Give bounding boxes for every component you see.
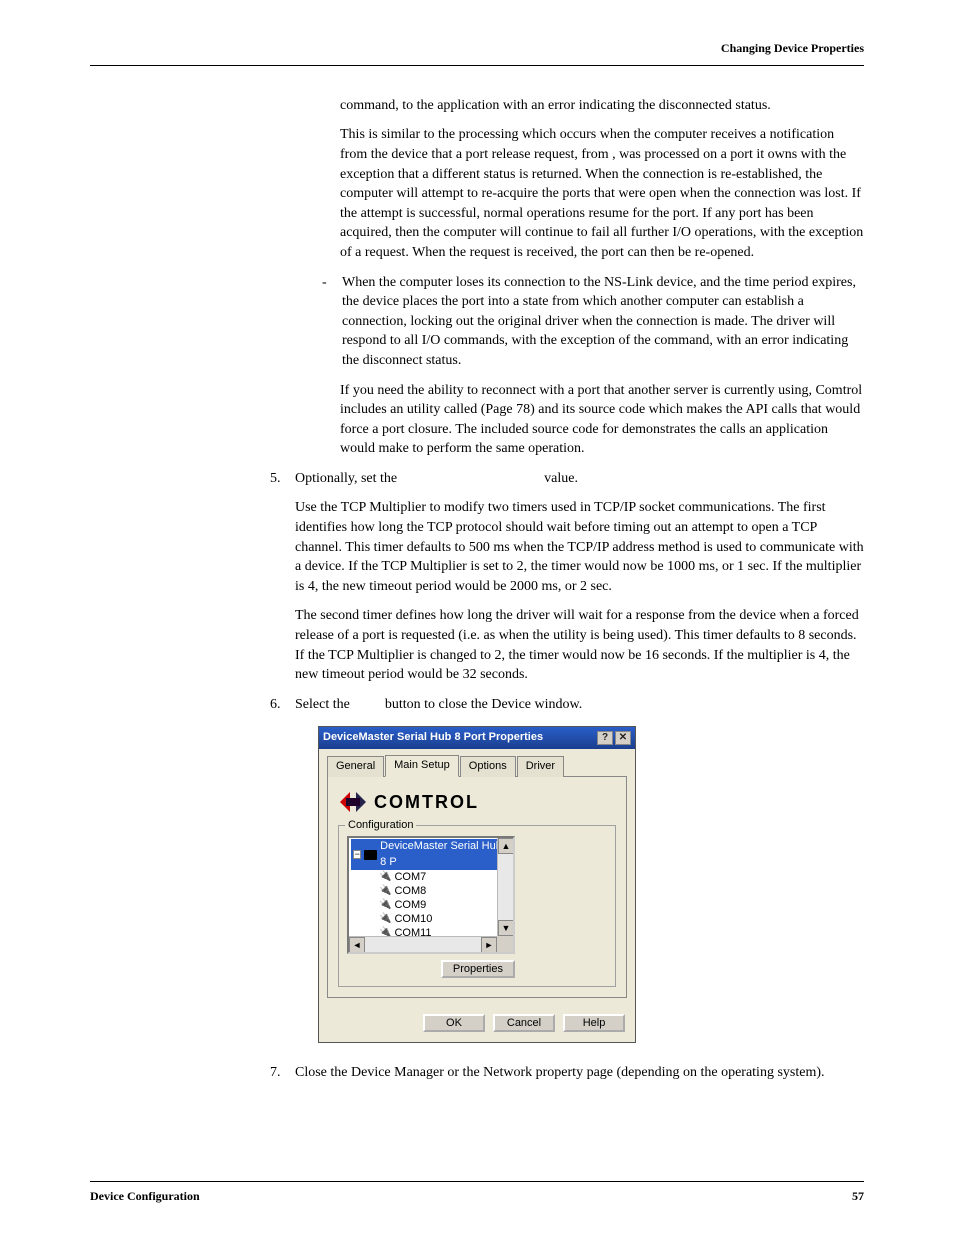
running-header: Changing Device Properties bbox=[90, 40, 864, 57]
tab-driver[interactable]: Driver bbox=[517, 756, 564, 777]
step-text: Select the button to close the Device wi… bbox=[295, 695, 864, 715]
scroll-up-icon[interactable]: ▲ bbox=[498, 838, 514, 854]
step-5: 5. Optionally, set the value. bbox=[270, 469, 864, 489]
collapse-icon[interactable]: − bbox=[353, 850, 361, 859]
dialog-button-row: OK Cancel Help bbox=[319, 1006, 635, 1042]
device-tree[interactable]: − DeviceMaster Serial Hub 8 P 🔌COM7 🔌COM… bbox=[347, 836, 515, 954]
text-frag: request is received, the port can then b… bbox=[470, 245, 755, 260]
port-icon: 🔌 bbox=[379, 912, 391, 926]
text-frag: value. bbox=[544, 471, 578, 486]
scroll-right-icon[interactable]: ► bbox=[481, 937, 497, 953]
step-text: Close the Device Manager or the Network … bbox=[295, 1063, 864, 1083]
tree-root-device[interactable]: − DeviceMaster Serial Hub 8 P bbox=[351, 839, 511, 870]
continuation-block: command, to the application with an erro… bbox=[340, 96, 864, 263]
text-frag: request. When the bbox=[365, 245, 470, 260]
text-frag: Select the bbox=[295, 697, 353, 712]
tab-panel-main: COMTROL Configuration − DeviceMaster Ser… bbox=[327, 776, 627, 998]
configuration-groupbox: Configuration − DeviceMaster Serial Hub … bbox=[338, 825, 616, 987]
tab-general[interactable]: General bbox=[327, 756, 384, 777]
step-number: 6. bbox=[270, 695, 295, 715]
tab-strip: General Main Setup Options Driver bbox=[319, 749, 635, 776]
ok-button[interactable]: OK bbox=[423, 1014, 485, 1032]
page-footer: Device Configuration 57 bbox=[90, 1181, 864, 1205]
cancel-button[interactable]: Cancel bbox=[493, 1014, 555, 1032]
step-number: 7. bbox=[270, 1063, 295, 1083]
device-icon bbox=[364, 850, 377, 860]
port-label: COM7 bbox=[394, 870, 426, 884]
help-button[interactable]: Help bbox=[563, 1014, 625, 1032]
step5-para-1: Use the TCP Multiplier to modify two tim… bbox=[295, 498, 864, 596]
step-7: 7. Close the Device Manager or the Netwo… bbox=[270, 1063, 864, 1083]
scrollbar-corner bbox=[497, 936, 513, 952]
step5-para-2: The second timer defines how long the dr… bbox=[295, 606, 864, 684]
text-frag: Optionally, set the bbox=[295, 471, 401, 486]
text-frag: , was processed on a port it owns with t… bbox=[340, 147, 863, 260]
dialog-title: DeviceMaster Serial Hub 8 Port Propertie… bbox=[323, 730, 543, 745]
bullet-text: When the computer loses its connection t… bbox=[342, 273, 864, 371]
port-label: COM8 bbox=[394, 884, 426, 898]
text-frag: button to close the Device window. bbox=[385, 697, 582, 712]
vendor-name: COMTROL bbox=[374, 790, 479, 815]
para-reconnect-ability: If you need the ability to reconnect wit… bbox=[340, 381, 864, 459]
port-icon: 🔌 bbox=[379, 898, 391, 912]
tree-root-label: DeviceMaster Serial Hub 8 P bbox=[380, 839, 509, 870]
tree-item-port[interactable]: 🔌COM9 bbox=[351, 898, 511, 912]
page-number: 57 bbox=[852, 1188, 864, 1205]
bullet-marker: - bbox=[322, 273, 342, 371]
header-rule bbox=[90, 65, 864, 66]
step-text: Optionally, set the value. bbox=[295, 469, 864, 489]
tree-item-port[interactable]: 🔌COM8 bbox=[351, 884, 511, 898]
close-icon[interactable]: ✕ bbox=[615, 731, 631, 745]
tree-item-port[interactable]: 🔌COM10 bbox=[351, 912, 511, 926]
tree-item-port[interactable]: 🔌COM7 bbox=[351, 870, 511, 884]
tab-options[interactable]: Options bbox=[460, 756, 516, 777]
step-number: 5. bbox=[270, 469, 295, 489]
scroll-left-icon[interactable]: ◄ bbox=[349, 937, 365, 953]
port-icon: 🔌 bbox=[379, 870, 391, 884]
para-command-status: command, to the application with an erro… bbox=[340, 96, 864, 116]
bullet-connection-loss: - When the computer loses its connection… bbox=[322, 273, 864, 371]
properties-button[interactable]: Properties bbox=[441, 960, 515, 978]
comtrol-logo-icon bbox=[338, 787, 368, 817]
port-label: COM9 bbox=[394, 898, 426, 912]
groupbox-label: Configuration bbox=[345, 818, 416, 833]
dialog-titlebar[interactable]: DeviceMaster Serial Hub 8 Port Propertie… bbox=[319, 727, 635, 748]
tab-main-setup[interactable]: Main Setup bbox=[385, 755, 459, 777]
step-6: 6. Select the button to close the Device… bbox=[270, 695, 864, 715]
footer-section-title: Device Configuration bbox=[90, 1188, 200, 1205]
scroll-down-icon[interactable]: ▼ bbox=[498, 920, 514, 936]
device-properties-dialog: DeviceMaster Serial Hub 8 Port Propertie… bbox=[318, 726, 636, 1043]
vendor-logo: COMTROL bbox=[338, 787, 616, 817]
port-icon: 🔌 bbox=[379, 884, 391, 898]
help-icon[interactable]: ? bbox=[597, 731, 613, 745]
port-label: COM10 bbox=[394, 912, 432, 926]
horizontal-scrollbar[interactable]: ◄ ► bbox=[349, 936, 497, 952]
para-similar-processing: This is similar to the processing which … bbox=[340, 125, 864, 262]
vertical-scrollbar[interactable]: ▲ ▼ bbox=[497, 838, 513, 936]
